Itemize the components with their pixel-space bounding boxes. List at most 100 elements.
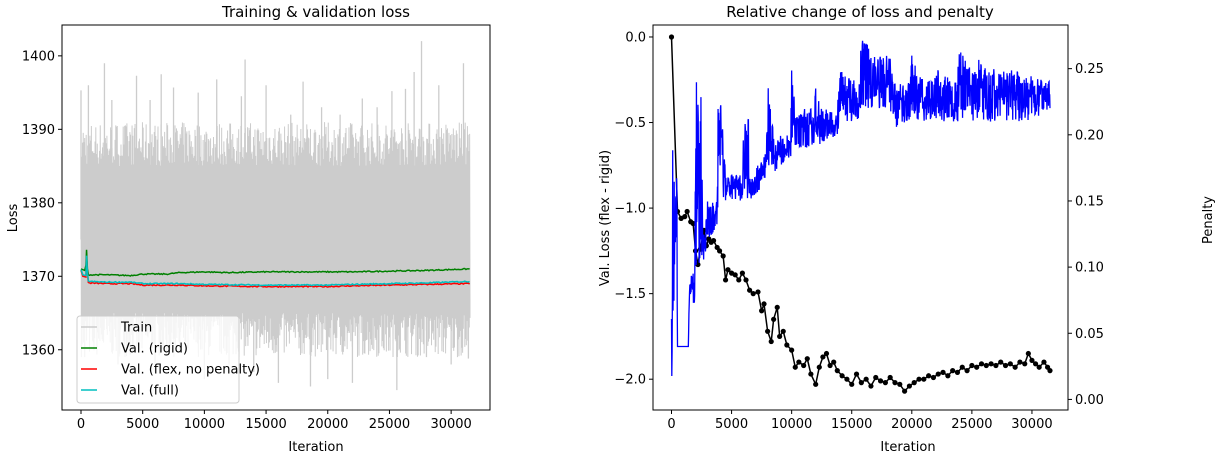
x-tick-label: 25000 <box>951 417 992 432</box>
y-tick-label: −2.0 <box>614 373 646 388</box>
val-loss-diff-point <box>823 350 830 357</box>
loss-x-ticks: 0 5000 10000 15000 20000 25000 30000 <box>77 410 472 432</box>
val-loss-diff-point <box>964 368 970 374</box>
val-loss-diff-point <box>1032 361 1039 367</box>
loss-chart-title: Training & validation loss <box>221 3 410 21</box>
val-loss-diff-point <box>853 371 860 377</box>
relative-x-ticks: 0 5000 10000 15000 20000 25000 30000 <box>667 410 1053 432</box>
val-loss-diff-point <box>834 368 840 374</box>
val-loss-diff-point <box>747 287 753 293</box>
relative-right-y-ticks: 0.00 0.05 0.10 0.15 0.20 0.25 <box>1068 62 1104 408</box>
right-y-tick-label: 0.25 <box>1075 62 1104 77</box>
val-loss-diff-point <box>873 374 879 381</box>
relative-x-label: Iteration <box>880 440 935 455</box>
val-loss-diff-point <box>906 383 913 389</box>
x-tick-label: 30000 <box>1011 417 1052 432</box>
x-tick-label: 20000 <box>307 417 348 432</box>
val-loss-diff-point <box>998 359 1004 365</box>
legend-label: Train <box>120 321 152 336</box>
legend-frame <box>76 315 240 404</box>
val-loss-diff-point <box>771 316 777 322</box>
val-loss-diff-point <box>784 342 790 348</box>
val-loss-diff-point <box>897 381 903 387</box>
val-loss-diff-point <box>930 374 937 381</box>
val-loss-diff-point <box>774 304 780 310</box>
val-loss-diff-point <box>877 378 884 384</box>
val-loss-diff-point <box>720 253 726 259</box>
val-full-line-start <box>80 255 90 282</box>
y-tick-label: 1360 <box>22 343 55 358</box>
val-loss-diff-point <box>789 347 795 353</box>
val-loss-diff-point <box>668 34 675 40</box>
legend-val-flex: Val. (flex, no penalty) <box>81 363 260 378</box>
relative-left-y-label: Val. Loss (flex - rigid) <box>598 150 613 286</box>
val-loss-diff-point <box>759 308 765 314</box>
val-loss-diff-point <box>831 359 837 365</box>
val-flex-line <box>88 281 471 288</box>
val-loss-diff-point <box>849 381 855 387</box>
loss-axes-frame <box>61 24 491 411</box>
val-loss-diff-point <box>725 267 731 273</box>
val-loss-diff-point <box>732 272 738 278</box>
val-loss-diff-point <box>945 373 951 379</box>
val-loss-diff-point <box>863 376 869 382</box>
val-loss-diff-point <box>926 373 932 379</box>
val-loss-diff-point <box>792 364 798 370</box>
val-loss-diff-point <box>1029 357 1035 363</box>
relative-change-plot-area <box>668 34 1053 394</box>
x-tick-label: 30000 <box>430 417 471 432</box>
val-loss-diff-point <box>743 277 749 283</box>
val-loss-diff-point <box>755 289 761 295</box>
val-loss-diff-point <box>816 364 822 370</box>
x-tick-label: 10000 <box>771 417 812 432</box>
x-tick-label: 15000 <box>831 417 872 432</box>
y-tick-label: 1380 <box>22 196 55 211</box>
legend-label: Val. (flex, no penalty) <box>121 363 260 378</box>
val-loss-diff-point <box>710 238 717 244</box>
val-loss-diff-point <box>777 333 783 340</box>
val-loss-diff-series <box>668 34 1053 394</box>
x-tick-label: 25000 <box>369 417 410 432</box>
y-tick-label: −1.5 <box>614 287 646 302</box>
val-loss-diff-point <box>813 381 819 387</box>
x-tick-label: 5000 <box>126 417 159 432</box>
val-loss-diff-point <box>993 362 999 369</box>
val-loss-diff-point <box>801 362 807 369</box>
x-tick-label: 5000 <box>715 417 748 432</box>
val-loss-diff-point <box>1007 361 1013 367</box>
y-tick-label: 1390 <box>22 123 55 138</box>
x-tick-label: 0 <box>77 417 85 432</box>
x-tick-label: 10000 <box>184 417 225 432</box>
val-loss-diff-point <box>768 338 774 345</box>
val-loss-diff-point <box>684 208 690 215</box>
val-loss-diff-point <box>761 301 767 307</box>
val-loss-diff-point <box>978 361 985 367</box>
val-loss-diff-point <box>1012 364 1018 370</box>
val-loss-diff-point <box>940 369 946 375</box>
val-loss-diff-point <box>844 376 850 382</box>
x-tick-label: 20000 <box>891 417 932 432</box>
val-loss-diff-point <box>954 369 961 375</box>
val-loss-diff-point <box>916 376 922 382</box>
val-loss-diff-point <box>988 361 994 367</box>
y-tick-label: 1370 <box>22 270 55 285</box>
val-loss-diff-point <box>887 374 893 381</box>
legend-val-full: Val. (full) <box>81 384 179 399</box>
relative-left-y-ticks: −2.0 −1.5 −1.0 −0.5 0.0 <box>614 30 653 388</box>
val-loss-diff-point <box>716 248 723 254</box>
val-loss-diff-point <box>1017 359 1023 365</box>
val-loss-diff-point <box>935 371 941 377</box>
val-full-line <box>88 280 470 287</box>
y-tick-label: −1.0 <box>614 202 646 217</box>
val-loss-diff-point <box>882 380 888 386</box>
val-rigid-line <box>88 267 470 277</box>
val-loss-diff-point <box>1041 359 1047 365</box>
val-loss-diff-point <box>827 362 833 369</box>
val-loss-diff-point <box>892 380 898 386</box>
val-loss-diff-point <box>1047 368 1053 374</box>
y-tick-label: −0.5 <box>614 116 646 131</box>
legend-label: Val. (full) <box>121 384 179 399</box>
x-tick-label: 0 <box>667 417 675 432</box>
val-loss-diff-point <box>983 362 989 369</box>
